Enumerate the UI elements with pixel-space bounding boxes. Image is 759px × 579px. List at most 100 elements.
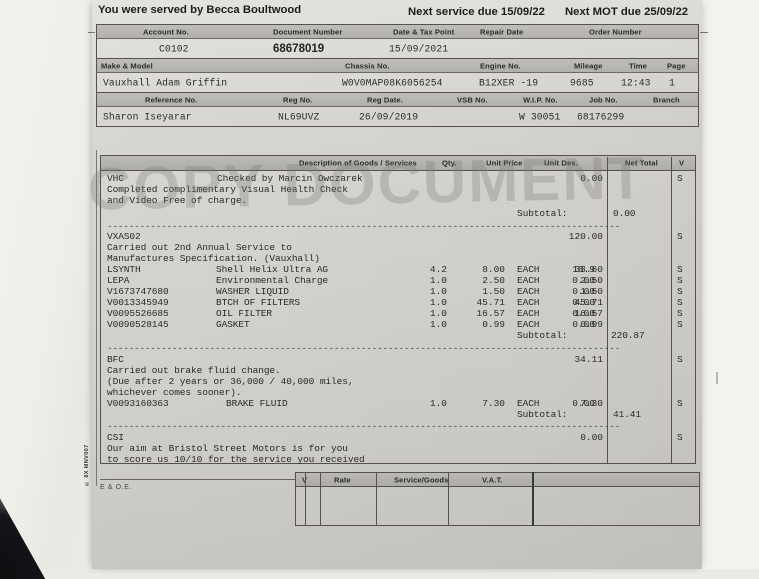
line-qty: 1.0 (429, 286, 447, 297)
vat-rule-1 (305, 473, 306, 525)
line-description: Shell Helix Ultra AG (216, 264, 329, 275)
document-number-value: 68678019 (273, 42, 325, 55)
section-divider: ----------------------------------------… (107, 343, 621, 354)
section-v-code: S (677, 173, 683, 184)
paper-edge-mark (716, 372, 718, 384)
col-document-number-label: Document Number (273, 27, 343, 36)
section-code: CSI (107, 432, 124, 443)
col-make-model-label: Make & Model (101, 61, 153, 70)
line-qty: 1.0 (429, 297, 447, 308)
section-subtotal-label: Subtotal: (517, 330, 568, 341)
line-description: BRAKE FLUID (226, 398, 288, 409)
vertical-form-code: © 8X MNV007 (84, 444, 90, 486)
vat-rule-2 (320, 473, 321, 525)
served-by-text: You were served by Becca Boultwood (98, 4, 302, 16)
line-v-code: S (677, 264, 683, 275)
section-narrative-line: and Video Free of charge. (107, 195, 248, 206)
line-unit-des: 0.00 (572, 319, 595, 330)
next-service-text: Next service due 15/09/22 (408, 6, 545, 18)
line-unit-des: 0.00 (572, 286, 595, 297)
line-v-code: S (677, 319, 683, 330)
section-subtotal-label: Subtotal: (517, 208, 568, 219)
section-subtotal-value: 0.00 (613, 208, 636, 219)
col-chassis-no-label: Chassis No. (345, 61, 390, 70)
goods-table-body: VHC Checked by Marcin Owczarek 0.00 S Co… (101, 157, 695, 465)
line-net-total: 45.71 (574, 297, 603, 308)
col-net-total-label: Net Total (625, 158, 658, 168)
section-narrative-line: Manufactures Specification. (Vauxhall) (107, 253, 320, 264)
col-date-tax-point-label: Date & Tax Point (393, 27, 455, 36)
col-vsb-no-label: VSB No. (457, 95, 488, 104)
line-net-total: 7.30 (580, 398, 603, 409)
account-no-value: C0102 (159, 43, 189, 54)
line-unit-des: 0.00 (572, 398, 595, 409)
page-value: 1 (669, 77, 675, 88)
vat-col-service-goods-label: Service/Goods (394, 475, 449, 484)
goods-table-header: Description of Goods / Services Qty. Uni… (101, 156, 695, 171)
line-unit-des: 0.00 (572, 275, 595, 286)
section-narrative-line: Our aim at Bristol Street Motors is for … (107, 443, 348, 454)
line-v-code: S (677, 308, 683, 319)
line-unit: EACH (517, 264, 540, 275)
mileage-value: 9685 (570, 77, 594, 88)
section-code: VXAS02 (107, 231, 141, 242)
line-qty: 1.0 (429, 398, 447, 409)
detail-header-row-1: Account No. Document Number Date & Tax P… (97, 25, 698, 39)
section-narrative-line: Carried out brake fluid change. (107, 365, 281, 376)
vehicle-detail-table: Account No. Document Number Date & Tax P… (96, 24, 699, 127)
line-part-code: V1673747680 (107, 286, 169, 297)
col-reg-date-label: Reg Date. (367, 95, 403, 104)
section-narrative-line: Completed complimentary Visual Health Ch… (107, 184, 348, 195)
line-qty: 4.2 (429, 264, 447, 275)
section-narrative-line: (Due after 2 years or 36,000 / 40,000 mi… (107, 376, 354, 387)
detail-value-row-3: Sharon Iseyarar NL69UVZ 26/09/2019 W 300… (97, 107, 698, 127)
line-part-code: LEPA (107, 275, 130, 286)
crop-tick-left-icon (88, 32, 95, 33)
line-qty: 1.0 (429, 275, 447, 286)
line-unit-des: 0.00 (572, 308, 595, 319)
line-unit: EACH (517, 297, 540, 308)
col-mileage-label: Mileage (574, 61, 603, 70)
col-reg-no-label: Reg No. (283, 95, 313, 104)
line-unit-price: 0.99 (482, 319, 505, 330)
reg-no-value: NL69UVZ (278, 111, 320, 122)
section-narrative-line: to score us 10/10 for the service you re… (107, 454, 365, 465)
col-time-label: Time (629, 61, 647, 70)
job-no-value: 68176299 (577, 111, 625, 122)
vat-rule-5 (532, 472, 534, 526)
section-divider: ----------------------------------------… (107, 221, 621, 232)
section-net-total: 120.00 (568, 231, 603, 242)
col-unit-des-label: Unit Des. (544, 158, 578, 168)
line-net-total: 2.50 (580, 275, 603, 286)
col-branch-label: Branch (653, 95, 680, 104)
line-unit-des: 18.9 (572, 264, 595, 275)
section-v-code: S (677, 231, 683, 242)
detail-value-row-1: C0102 68678019 15/09/2021 (97, 39, 698, 59)
col-order-number-label: Order Number (589, 27, 642, 36)
net-total-column-rule (607, 157, 608, 463)
col-qty-label: Qty. (442, 158, 457, 168)
section-header-note: Checked by Marcin Owczarek (217, 173, 363, 184)
line-part-code: V0095526685 (107, 308, 169, 319)
line-unit: EACH (517, 275, 540, 286)
chassis-no-value: W0V0MAP08K6056254 (342, 77, 443, 88)
line-description: GASKET (216, 319, 250, 330)
col-engine-no-label: Engine No. (480, 61, 521, 70)
section-v-code: S (677, 432, 683, 443)
make-model-value: Vauxhall Adam Griffin (103, 77, 228, 88)
line-qty: 1.0 (429, 308, 447, 319)
col-wip-no-label: W.I.P. No. (523, 95, 558, 104)
section-net-total: 0.00 (580, 173, 603, 184)
vat-table-header: V Rate Service/Goods V.A.T. (296, 473, 699, 487)
v-column-rule (671, 157, 672, 463)
vat-col-rate-label: Rate (334, 475, 351, 484)
reg-date-value: 26/09/2019 (359, 111, 419, 122)
section-v-code: S (677, 354, 683, 365)
line-part-code: V0013345949 (107, 297, 169, 308)
crop-tick-right-icon (700, 32, 708, 33)
col-reference-no-label: Reference No. (145, 95, 198, 104)
line-description: BTCH OF FILTERS (216, 297, 301, 308)
col-description-label: Description of Goods / Services (299, 158, 417, 168)
goods-services-table: Description of Goods / Services Qty. Uni… (100, 155, 696, 465)
line-description: OIL FILTER (216, 308, 273, 319)
